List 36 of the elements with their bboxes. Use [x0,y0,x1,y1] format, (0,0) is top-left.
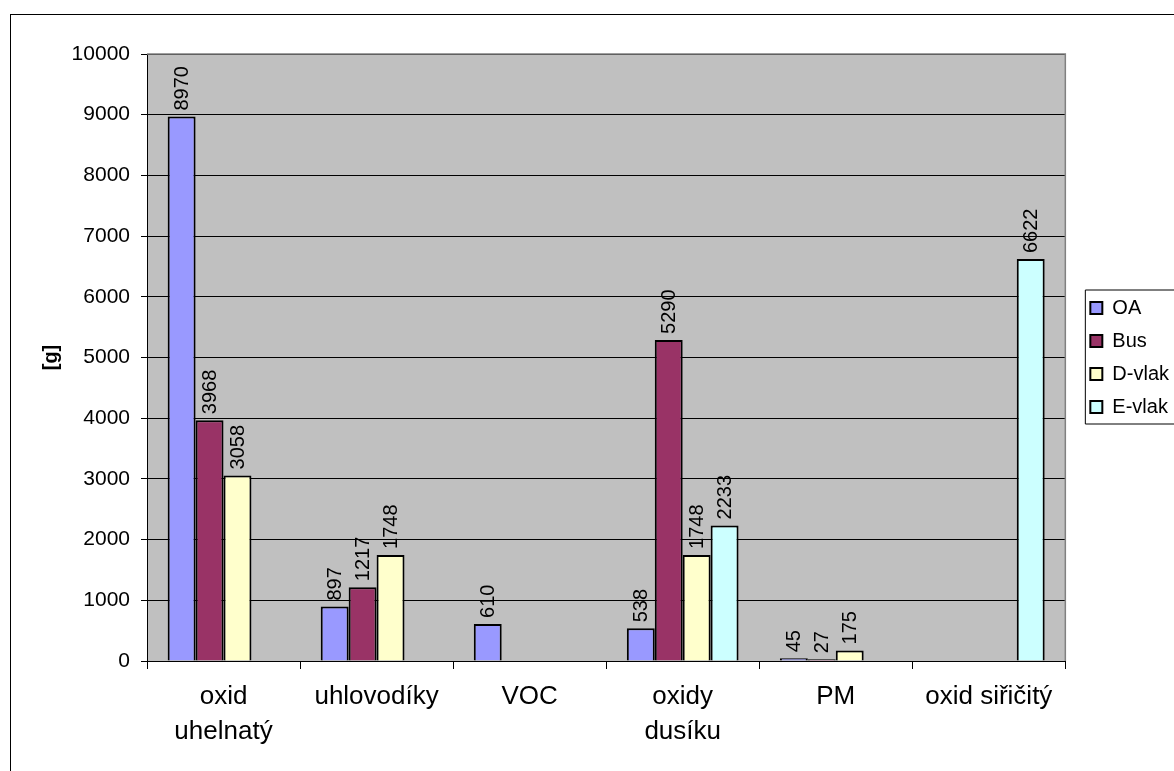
data-label: 27 [810,631,833,654]
y-tick-label: 4000 [83,405,130,428]
data-label: 3058 [226,424,249,470]
y-tick-label: 7000 [83,222,130,246]
y-tick-label: 2000 [83,526,130,550]
legend-label: OA [1112,295,1142,318]
data-label: 538 [629,588,652,623]
data-label: 3968 [198,369,221,415]
y-tick-label: 1000 [83,587,130,611]
data-label: 8970 [170,66,193,111]
x-tick-label: uhlovodíky [314,679,439,710]
data-label: 5290 [657,289,680,334]
y-tick-label: 6000 [83,283,130,307]
y-axis-title: [g] [38,344,61,371]
data-label: 1748 [379,504,402,549]
legend-label: E-vlak [1112,394,1169,417]
y-tick-label: 5000 [83,344,130,368]
legend-label: D-vlak [1112,361,1170,384]
y-tick-label: 0 [118,647,130,671]
x-tick-label: PM [816,679,856,710]
legend-label: Bus [1112,328,1147,351]
data-label: 1748 [685,504,708,549]
data-label: 175 [838,611,861,645]
y-tick-label: 3000 [83,465,130,489]
x-tick-label: oxidy dusíku [644,679,721,745]
x-tick-label: oxid uhelnatý [174,679,273,745]
y-tick-label: 9000 [83,101,130,125]
y-tick-label: 10000 [71,40,130,64]
data-label: 897 [323,567,346,601]
y-tick-label: 8000 [83,162,130,186]
data-label: 6622 [1019,208,1042,254]
data-label: 2233 [713,474,736,520]
data-label: 1217 [351,536,374,582]
data-label: 45 [782,630,805,653]
x-tick-label: VOC [501,679,558,710]
x-tick-label: oxid siřičitý [925,679,1053,710]
